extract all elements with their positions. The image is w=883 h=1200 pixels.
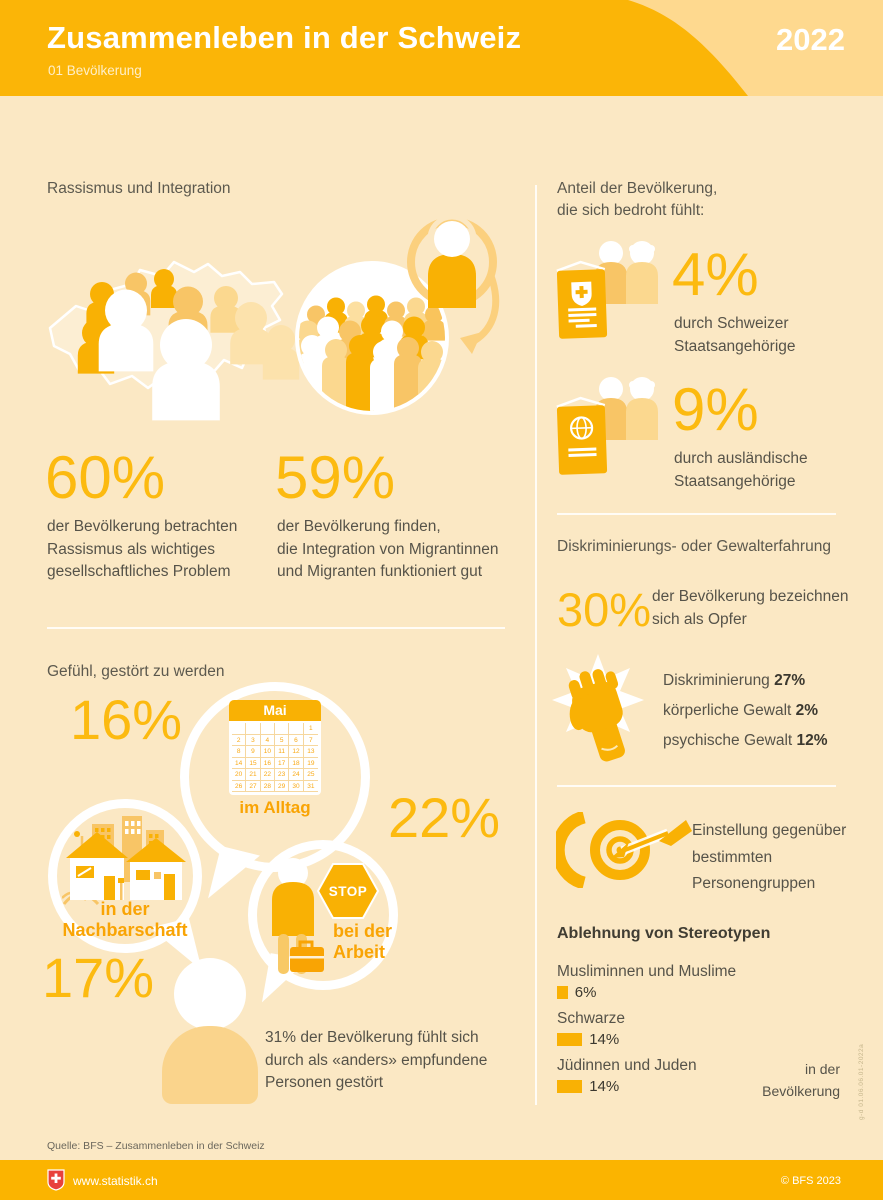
experience-item: Diskriminierung 27%: [663, 672, 806, 689]
stereotype-group-label: Jüdinnen und Juden: [557, 1057, 697, 1074]
right-divider-2: [557, 785, 836, 787]
right-divider-1: [557, 513, 836, 515]
year-badge: 2022: [776, 22, 845, 57]
neighborhood-speech-bubble: [48, 799, 202, 953]
stereotype-bar: [557, 986, 568, 999]
stat-9-caption: durch ausländische Staatsangehörige: [674, 450, 808, 490]
switzerland-map-crowd-illustration: [48, 260, 300, 421]
stop-sign-icon: STOP: [316, 863, 380, 919]
label-nachbarschaft: in der Nachbarschaft: [62, 899, 188, 940]
experience-list: Diskriminierung 27% körperliche Gewalt 2…: [663, 672, 828, 750]
stereotype-group-bar-row: 14%: [557, 1078, 619, 1095]
header-band: [0, 0, 883, 96]
attitude-intro: Einstellung gegenüber bestimmten Persone…: [692, 822, 847, 892]
statistik-link[interactable]: www.statistik.ch: [73, 1174, 158, 1188]
foreign-passport-people-icon: [556, 377, 658, 475]
stat-59-caption: der Bevölkerung finden, die Integration …: [277, 518, 499, 580]
calendar-icon: Mai 1 2 3 4 5 6 7 8 9 10 11 12 13 14 15 16 17 18 19 20 21 22 2…: [229, 700, 321, 795]
stat-30-caption: der Bevölkerung bezeichnen sich als Opfe…: [652, 588, 849, 628]
integration-crowd-circle-illustration: [295, 261, 449, 415]
stereotype-value: 14%: [589, 1031, 620, 1048]
calendar-grid: 1 2 3 4 5 6 7 8 9 10 11 12 13 14 15 16 17 18 19 20 21 22 23 24 2…: [232, 723, 318, 792]
stereotype-value: 14%: [589, 1078, 620, 1095]
section-heading-stereotypes: Ablehnung von Stereotypen: [557, 925, 771, 942]
stat-60-value: 60%: [45, 444, 166, 511]
fist-icon: [552, 654, 644, 762]
work-speech-bubble: [248, 840, 398, 990]
swiss-passport-people-icon: [556, 241, 658, 339]
stop-sign-text: STOP: [329, 884, 368, 899]
stat-9-value: 9%: [672, 376, 759, 443]
swiss-shield-icon: [47, 1169, 65, 1191]
stat-4-caption: durch Schweizer Staatsangehörige: [674, 315, 796, 355]
page-title: Zusammenleben in der Schweiz: [47, 20, 522, 55]
stereotype-group-label: Musliminnen und Muslime: [557, 963, 737, 980]
label-arbeit: bei der Arbeit: [333, 921, 393, 962]
stat-17-value: 17%: [42, 946, 155, 1009]
source-line: Quelle: BFS – Zusammenleben in der Schwe…: [47, 1140, 265, 1152]
page-subtitle: 01 Bevölkerung: [48, 63, 142, 78]
stat-16-value: 16%: [70, 688, 183, 751]
column-divider: [535, 185, 537, 1105]
stereotype-group-bar-row: 6%: [557, 984, 596, 1001]
worker-person-icon: [272, 858, 324, 974]
stat-22-value: 22%: [388, 786, 501, 849]
header-background: [0, 0, 883, 96]
disturbed-person-head: [174, 958, 246, 1030]
stereotype-value: 6%: [574, 984, 597, 1001]
stat-31-note: 31% der Bevölkerung fühlt sich durch als…: [265, 1029, 488, 1091]
section-heading-racism: Rassismus und Integration: [47, 180, 231, 197]
target-arrow-icon: [556, 812, 692, 888]
stat-60-caption: der Bevölkerung betrachten Rassismus als…: [47, 518, 238, 580]
disturbed-person-body: [162, 1026, 258, 1104]
population-note: in der Bevölkerung: [762, 1061, 840, 1099]
left-section-divider: [47, 627, 505, 629]
houses-icon: [62, 816, 186, 906]
section-heading-disturbed: Gefühl, gestört zu werden: [47, 663, 225, 680]
experience-item: psychische Gewalt 12%: [663, 732, 828, 749]
stereotype-bar: [557, 1033, 583, 1046]
calendar-month: Mai: [229, 700, 321, 721]
stereotype-group-bar-row: 14%: [557, 1031, 619, 1048]
stat-4-value: 4%: [672, 241, 759, 308]
copyright: © BFS 2023: [780, 1175, 841, 1187]
stereotype-bar: [557, 1080, 583, 1093]
stat-59-value: 59%: [275, 444, 396, 511]
person-cycle-arrow-illustration: [407, 214, 500, 354]
section-heading-threat: Anteil der Bevölkerung, die sich bedroht…: [557, 180, 718, 219]
footer-bar: [0, 1160, 883, 1200]
experience-item: körperliche Gewalt 2%: [663, 702, 819, 719]
stat-30-value: 30%: [557, 583, 652, 636]
label-im-alltag: im Alltag: [239, 798, 311, 817]
section-heading-experience: Diskriminierungs- oder Gewalterfahrung: [557, 538, 831, 555]
figure-id: g-d 01.06.06.01-2022a: [858, 1043, 865, 1120]
stereotype-group-label: Schwarze: [557, 1010, 626, 1027]
